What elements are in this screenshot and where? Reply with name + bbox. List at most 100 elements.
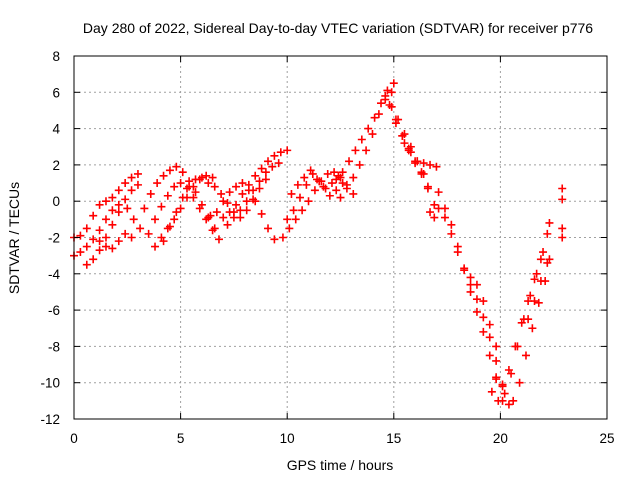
series-arc-27 [492,229,552,391]
data-point [133,169,142,178]
y-tick-label: 8 [52,49,60,64]
data-point [504,365,513,374]
data-point [492,342,501,351]
data-point [362,146,371,155]
data-point [485,351,494,360]
data-point [539,248,548,257]
y-tick-label: -10 [40,376,60,391]
data-point [302,180,311,189]
data-point [261,168,270,177]
data-point [225,188,234,197]
x-tick-label: 20 [493,431,508,446]
data-point [165,166,174,175]
data-point [136,224,145,233]
data-point [121,229,130,238]
series-arc-3 [82,180,142,269]
data-point [257,209,266,218]
data-point [185,182,194,191]
series-arc-24 [440,213,513,409]
data-point [191,188,200,197]
data-point [485,333,494,342]
data-point [208,226,217,235]
data-point [419,159,428,168]
axis-ticks [73,55,608,420]
data-point [389,79,398,88]
data-point [485,320,494,329]
data-point [526,291,535,300]
data-point [195,204,204,213]
data-point [95,226,104,235]
data-point [255,177,264,186]
data-point [95,200,104,209]
data-point [528,324,537,333]
series-arc-16 [332,79,398,184]
data-point [129,215,138,224]
data-point [383,86,392,95]
data-point [178,168,187,177]
data-point [95,246,104,255]
data-point [242,197,251,206]
series-arc-30 [558,184,567,242]
y-tick-label: 4 [52,122,60,137]
data-point [400,139,409,148]
data-point [357,135,366,144]
data-point [178,193,187,202]
data-point [423,184,432,193]
data-point [108,206,117,215]
data-point [238,179,247,188]
data-point [494,396,503,405]
y-axis-label: SDTVAR / TECUs [6,182,22,294]
data-point [440,213,449,222]
data-point [108,244,117,253]
data-point [101,215,110,224]
data-point [153,179,162,188]
data-point [127,233,136,242]
data-point [338,179,347,188]
data-point [101,242,110,251]
series-arc-29 [524,258,552,324]
data-point [406,148,415,157]
data-point [479,327,488,336]
data-point [472,307,481,316]
data-point [370,113,379,122]
data-point [172,162,181,171]
data-point [355,160,364,169]
data-point [89,255,98,264]
data-point [492,373,501,382]
data-point [255,184,264,193]
data-point [377,99,386,108]
data-point [274,159,283,168]
data-point [558,195,567,204]
data-point [268,162,277,171]
data-point [264,224,273,233]
data-point [114,237,123,246]
data-point [238,189,247,198]
data-point [342,184,351,193]
y-tick-label: 6 [52,85,60,100]
series-arc-21 [400,139,441,171]
data-point [332,186,341,195]
data-point [558,184,567,193]
series-arc-1 [70,169,142,242]
data-point [447,229,456,238]
data-point [327,179,336,188]
data-point [530,297,539,306]
series-arc-25 [466,273,501,351]
data-point [101,233,110,242]
x-tick-label: 0 [70,431,78,446]
data-point [466,273,475,282]
data-point [310,186,319,195]
series-arc-15 [287,166,347,200]
series-arc-28 [509,255,554,405]
data-point [364,124,373,133]
y-tick-label: 0 [52,194,60,209]
data-point [89,235,98,244]
data-point [157,202,166,211]
data-point [140,204,149,213]
data-point [338,168,347,177]
data-point [285,224,294,233]
data-point [210,182,219,191]
data-point [345,157,354,166]
data-point [223,220,232,229]
data-point [191,175,200,184]
